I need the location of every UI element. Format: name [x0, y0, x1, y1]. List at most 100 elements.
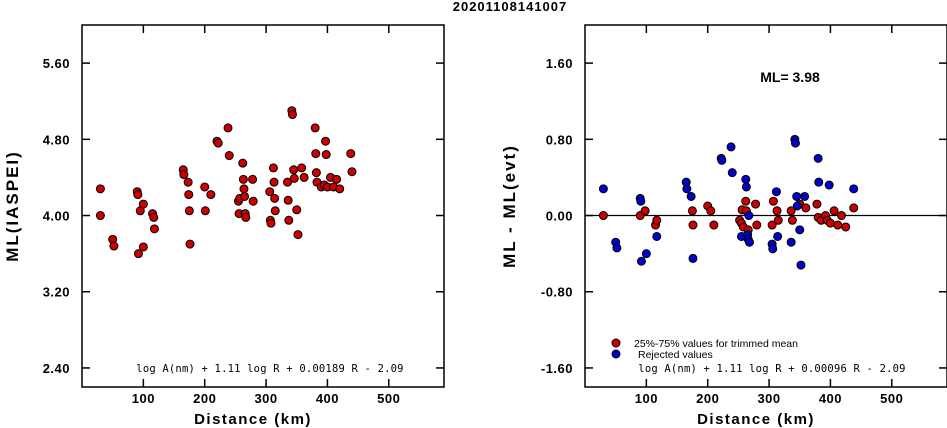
data-point [796, 260, 806, 270]
data-point [772, 206, 782, 216]
data-point [287, 110, 297, 120]
data-point [800, 191, 810, 201]
legend-marker [611, 338, 621, 348]
chart-title: 20201108141007 [453, 0, 568, 14]
ml-value-label: ML= 3.98 [760, 69, 820, 85]
data-point [814, 177, 824, 187]
data-point [109, 241, 119, 251]
data-point [652, 231, 662, 241]
data-point [741, 174, 751, 184]
data-point [801, 203, 811, 213]
data-point [849, 203, 859, 213]
y-tick-label: 3.20 [43, 285, 70, 300]
data-point [787, 215, 797, 225]
data-point [744, 211, 754, 221]
data-point [184, 206, 194, 216]
y-tick-label: 5.60 [43, 56, 70, 71]
data-point [824, 180, 834, 190]
data-point [238, 174, 248, 184]
x-tick-label: 300 [757, 391, 780, 406]
x-tick-label: 300 [254, 391, 277, 406]
data-point [687, 206, 697, 216]
x-axis-label: Distance (km) [697, 411, 815, 428]
data-point [741, 196, 751, 206]
x-tick-label: 500 [880, 391, 903, 406]
data-point [768, 196, 778, 206]
data-point [239, 184, 249, 194]
data-point [149, 224, 159, 234]
data-point [752, 220, 762, 230]
data-point [682, 184, 692, 194]
data-point [792, 191, 802, 201]
x-axis-label: Distance (km) [194, 411, 312, 428]
data-point [184, 190, 194, 200]
y-tick-label: -1.60 [541, 361, 573, 376]
data-point [332, 174, 342, 184]
data-point [284, 215, 294, 225]
series-0 [598, 196, 859, 235]
data-point [636, 256, 646, 266]
data-point [829, 206, 839, 216]
data-point [270, 206, 280, 216]
y-tick-label: 2.40 [43, 361, 70, 376]
legend-label: 25%-75% values for trimmed mean [634, 338, 798, 350]
data-point [726, 142, 736, 152]
y-axis-label: ML - ML(evt) [500, 144, 519, 268]
data-point [223, 123, 233, 133]
data-point [200, 206, 210, 216]
data-point [185, 239, 195, 249]
data-point [786, 206, 796, 216]
data-point [138, 199, 148, 209]
data-point [224, 151, 234, 161]
data-point [311, 149, 321, 159]
y-tick-label: -0.80 [541, 285, 573, 300]
y-axis-label: ML(IASPEI) [3, 150, 22, 262]
data-point [248, 196, 258, 206]
x-tick-label: 500 [377, 391, 400, 406]
data-point [786, 237, 796, 247]
data-point [310, 123, 320, 133]
x-tick-label: 100 [635, 391, 658, 406]
right-panel-ml-residual: 100 200 300 400 500 -1.60 -0.80 0.00 0.80 1.60 Dis… [500, 24, 947, 428]
data-point [751, 199, 761, 209]
data-point [836, 211, 846, 221]
data-point [612, 243, 622, 253]
data-point [266, 218, 276, 228]
x-tick-label: 400 [316, 391, 339, 406]
legend: 25%-75% values for trimmed meanRejected … [611, 338, 798, 361]
data-point [790, 138, 800, 148]
series-0 [95, 106, 357, 259]
data-point [686, 191, 696, 201]
data-point [183, 177, 193, 187]
data-point [95, 184, 105, 194]
left-panel-ml-iaspei: 100 200 300 400 500 2.40 3.20 4.00 4.80 5.60 Dista… [3, 24, 445, 428]
data-point [773, 215, 783, 225]
data-point [598, 211, 608, 221]
data-point [706, 206, 716, 216]
data-point [270, 193, 280, 203]
data-point [812, 199, 822, 209]
data-point [283, 177, 293, 187]
data-point [283, 195, 293, 205]
data-point [640, 206, 650, 216]
x-tick-label: 400 [819, 391, 842, 406]
data-point [241, 212, 251, 222]
data-point [179, 170, 189, 180]
y-tick-label: 4.80 [43, 132, 70, 147]
y-tick-label: 1.60 [546, 56, 573, 71]
data-point [248, 174, 258, 184]
data-point [133, 190, 143, 200]
data-point [768, 244, 778, 254]
data-point [771, 187, 781, 197]
data-point [289, 173, 299, 183]
data-point [346, 149, 356, 159]
data-point [833, 220, 843, 230]
data-point [238, 158, 248, 168]
data-point [269, 177, 279, 187]
data-point [741, 182, 751, 192]
data-point [95, 211, 105, 221]
data-point [240, 191, 250, 201]
y-tick-label: 0.80 [546, 132, 573, 147]
data-point [795, 225, 805, 235]
data-point [265, 187, 275, 197]
